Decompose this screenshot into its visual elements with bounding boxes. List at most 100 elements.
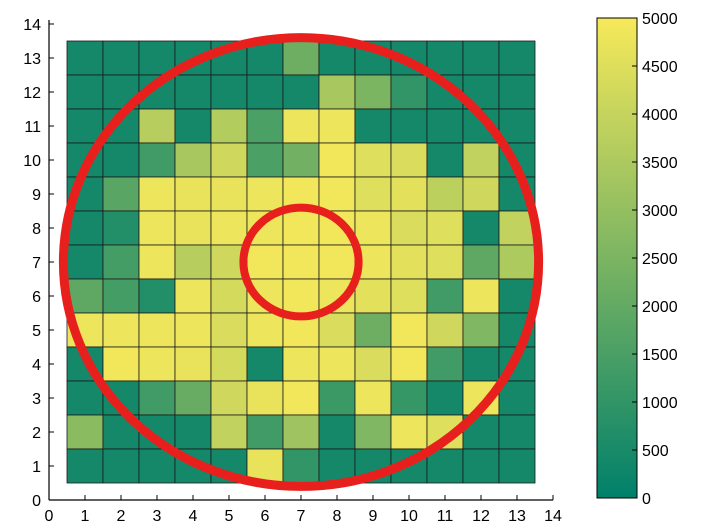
heatmap-cell — [210, 142, 248, 178]
heatmap-cell — [138, 210, 176, 246]
annotation-circle — [58, 33, 544, 491]
colorbar-tick-label: 1500 — [642, 347, 678, 364]
heatmap-cell — [66, 448, 104, 484]
heatmap-cell — [246, 312, 284, 348]
colorbar-tick-label: 3500 — [642, 155, 678, 172]
heatmap-cell — [102, 448, 140, 484]
heatmap-cell — [426, 346, 464, 382]
heatmap-cell — [210, 74, 248, 110]
heatmap-cell — [426, 244, 464, 280]
heatmap-cell — [318, 108, 356, 144]
heatmap-cell — [246, 74, 284, 110]
y-tick-label: 5 — [32, 323, 41, 340]
heatmap-cells — [66, 40, 536, 484]
colorbar-tick-label: 2000 — [642, 299, 678, 316]
colorbar-ticks: 0 500 1000 1500 2000 2500 3000 3500 4000 4500 5000 — [632, 11, 678, 508]
heatmap-cell — [102, 210, 140, 246]
heatmap-cell — [354, 176, 392, 212]
annotation-circle — [239, 203, 363, 321]
y-tick-label: 8 — [32, 221, 41, 238]
x-tick-label: 5 — [225, 508, 234, 525]
heatmap-cell — [390, 244, 428, 280]
heatmap-cell — [174, 142, 212, 178]
heatmap-cell — [66, 380, 104, 416]
heatmap-cell — [102, 312, 140, 348]
heatmap-cell — [174, 210, 212, 246]
heatmap-cell — [354, 380, 392, 416]
heatmap-cell — [174, 346, 212, 382]
x-tick-label: 1 — [81, 508, 90, 525]
heatmap-cell — [354, 278, 392, 314]
heatmap-cell — [318, 380, 356, 416]
heatmap-cell — [426, 278, 464, 314]
heatmap-cell — [138, 244, 176, 280]
heatmap-cell — [390, 346, 428, 382]
heatmap-cell — [174, 176, 212, 212]
heatmap-cell — [102, 346, 140, 382]
heatmap-cell — [390, 414, 428, 450]
heatmap-cell — [138, 176, 176, 212]
heatmap-cell — [246, 414, 284, 450]
y-tick-label: 7 — [32, 255, 41, 272]
heatmap-cell — [354, 414, 392, 450]
heatmap-cell — [210, 278, 248, 314]
x-tick-label: 10 — [400, 508, 418, 525]
heatmap-cell — [282, 210, 320, 246]
heatmap-cell — [498, 108, 536, 144]
heatmap-cell — [426, 210, 464, 246]
heatmap-cell — [282, 40, 320, 76]
heatmap-cell — [282, 346, 320, 382]
heatmap-cell — [426, 142, 464, 178]
heatmap-cell — [462, 346, 500, 382]
heatmap-cell — [354, 312, 392, 348]
heatmap-cell — [282, 414, 320, 450]
x-tick-label: 0 — [45, 508, 54, 525]
heatmap-cell — [246, 176, 284, 212]
x-axis-ticks: 0 1 2 3 4 5 6 7 8 9 10 11 12 13 14 — [45, 495, 562, 525]
y-tick-label: 0 — [32, 493, 41, 510]
heatmap-cell — [498, 278, 536, 314]
heatmap-cell — [174, 312, 212, 348]
heatmap-cell — [282, 74, 320, 110]
heatmap-cell — [318, 142, 356, 178]
y-tick-label: 6 — [32, 289, 41, 306]
colorbar-tick-label: 0 — [642, 491, 651, 508]
heatmap-cell — [102, 40, 140, 76]
heatmap-cell — [102, 142, 140, 178]
heatmap-cell — [390, 176, 428, 212]
heatmap-cell — [390, 278, 428, 314]
heatmap-cell — [426, 108, 464, 144]
heatmap-cell — [210, 108, 248, 144]
heatmap-cell — [210, 210, 248, 246]
x-tick-label: 13 — [508, 508, 526, 525]
y-tick-label: 2 — [32, 425, 41, 442]
heatmap-cell — [462, 142, 500, 178]
colorbar — [596, 17, 638, 499]
y-tick-label: 12 — [23, 85, 41, 102]
heatmap-cell — [354, 346, 392, 382]
heatmap-cell — [318, 312, 356, 348]
heatmap-cell — [282, 380, 320, 416]
x-tick-label: 2 — [117, 508, 126, 525]
heatmap-cell — [210, 414, 248, 450]
heatmap-cell — [246, 244, 284, 280]
heatmap-cell — [390, 210, 428, 246]
heatmap-cell — [138, 346, 176, 382]
heatmap-cell — [174, 244, 212, 280]
colorbar-tick-label: 3000 — [642, 203, 678, 220]
heatmap-cell — [282, 244, 320, 280]
heatmap-cell — [246, 380, 284, 416]
y-tick-label: 11 — [24, 119, 41, 136]
x-tick-label: 7 — [297, 508, 306, 525]
heatmap-cell — [318, 244, 356, 280]
heatmap-cell — [498, 74, 536, 110]
x-tick-label: 6 — [261, 508, 270, 525]
y-tick-label: 4 — [32, 357, 41, 374]
heatmap-cell — [210, 346, 248, 382]
heatmap-cell — [498, 448, 536, 484]
heatmap-cell — [498, 244, 536, 280]
x-tick-label: 11 — [437, 508, 454, 525]
heatmap-cell — [282, 142, 320, 178]
heatmap-cell — [462, 278, 500, 314]
annotation-circles — [58, 33, 544, 491]
